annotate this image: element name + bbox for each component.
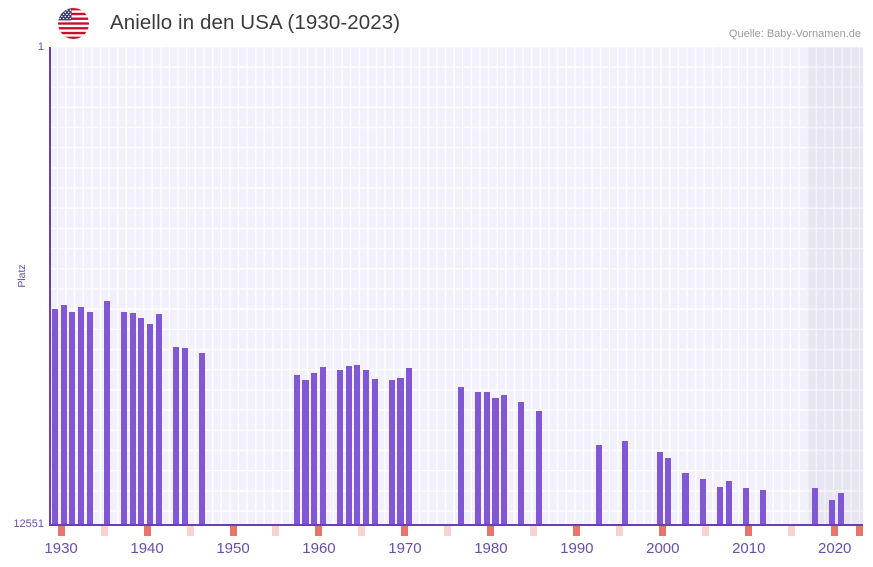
x-axis-line <box>49 524 863 526</box>
x-tick-marker <box>401 526 409 536</box>
bar[interactable] <box>621 441 629 525</box>
bar[interactable] <box>829 500 836 525</box>
bar[interactable] <box>475 392 482 525</box>
bar[interactable] <box>717 487 724 525</box>
x-tick-marker-minor <box>530 526 538 536</box>
x-tick-marker-minor <box>358 526 366 536</box>
shaded-region <box>807 47 863 525</box>
bar[interactable] <box>337 370 344 525</box>
x-tick-label: 1960 <box>302 540 336 557</box>
x-tick-label: 1930 <box>44 540 78 557</box>
bar[interactable] <box>665 458 672 525</box>
x-tick-marker <box>57 526 65 536</box>
bar[interactable] <box>311 373 318 525</box>
x-tick-marker-minor <box>444 526 452 536</box>
bar[interactable] <box>518 402 525 525</box>
bar[interactable] <box>147 324 154 525</box>
bar[interactable] <box>129 313 136 525</box>
x-tick-marker-minor <box>100 526 108 536</box>
bar[interactable] <box>155 314 162 525</box>
bar[interactable] <box>812 488 819 525</box>
bar[interactable] <box>760 490 767 525</box>
x-tick-label: 1940 <box>130 540 164 557</box>
bar[interactable] <box>535 411 542 525</box>
bar[interactable] <box>319 367 326 525</box>
bar[interactable] <box>103 301 110 525</box>
x-tick-marker-minor <box>788 526 796 536</box>
usa-flag-icon <box>58 8 89 39</box>
bar[interactable] <box>121 312 128 525</box>
bar[interactable] <box>371 379 378 525</box>
x-tick-marker-minor <box>702 526 710 536</box>
x-tick-marker <box>573 526 581 536</box>
bar[interactable] <box>725 481 732 525</box>
x-tick-marker <box>229 526 237 536</box>
x-tick-marker-minor <box>186 526 194 536</box>
x-tick-marker <box>143 526 151 536</box>
bar[interactable] <box>172 347 180 525</box>
source-label: Quelle: Baby-Vornamen.de <box>728 28 861 40</box>
x-tick-label: 2020 <box>818 540 852 557</box>
bar[interactable] <box>699 479 706 525</box>
x-tick-label: 2010 <box>732 540 766 557</box>
bar[interactable] <box>837 493 845 525</box>
bar[interactable] <box>682 473 689 525</box>
bar[interactable] <box>345 366 352 525</box>
bar[interactable] <box>483 392 490 525</box>
plot-area <box>49 47 863 525</box>
bar[interactable] <box>198 353 205 525</box>
bar[interactable] <box>457 387 464 525</box>
x-tick-label: 1970 <box>388 540 422 557</box>
bar[interactable] <box>362 370 369 525</box>
x-tick-marker-minor <box>272 526 280 536</box>
x-tick-marker <box>659 526 667 536</box>
y-axis-line <box>49 47 51 525</box>
x-tick-label: 1950 <box>216 540 250 557</box>
bar[interactable] <box>86 312 93 525</box>
x-tick-marker <box>831 526 839 536</box>
bar[interactable] <box>656 452 663 525</box>
bar[interactable] <box>302 380 309 525</box>
x-tick-label: 1980 <box>474 540 508 557</box>
bar[interactable] <box>354 365 361 525</box>
bar[interactable] <box>501 395 508 525</box>
bar[interactable] <box>138 318 145 525</box>
bar[interactable] <box>181 348 188 525</box>
x-tick-marker-end <box>856 526 863 536</box>
x-tick-label: 1990 <box>560 540 594 557</box>
bar[interactable] <box>596 445 603 525</box>
x-tick-marker-minor <box>616 526 624 536</box>
page-title: Aniello in den USA (1930-2023) <box>110 11 401 34</box>
x-tick-label: 2000 <box>646 540 680 557</box>
bar[interactable] <box>397 378 404 525</box>
bar-series <box>49 47 863 525</box>
bar[interactable] <box>69 312 76 525</box>
bar[interactable] <box>388 380 395 525</box>
chart-header: Aniello in den USA (1930-2023) Quelle: B… <box>0 0 873 46</box>
bar[interactable] <box>492 398 499 525</box>
x-tick-marker <box>487 526 495 536</box>
x-tick-marker <box>745 526 753 536</box>
bar[interactable] <box>60 305 67 525</box>
bar[interactable] <box>742 488 750 525</box>
bar[interactable] <box>406 368 413 525</box>
x-tick-marker <box>315 526 323 536</box>
bar[interactable] <box>77 307 85 525</box>
y-tick-label-top: 1 <box>37 41 44 53</box>
bar[interactable] <box>52 309 59 525</box>
bar[interactable] <box>293 375 300 525</box>
y-tick-label-bottom: 12551 <box>13 518 44 530</box>
